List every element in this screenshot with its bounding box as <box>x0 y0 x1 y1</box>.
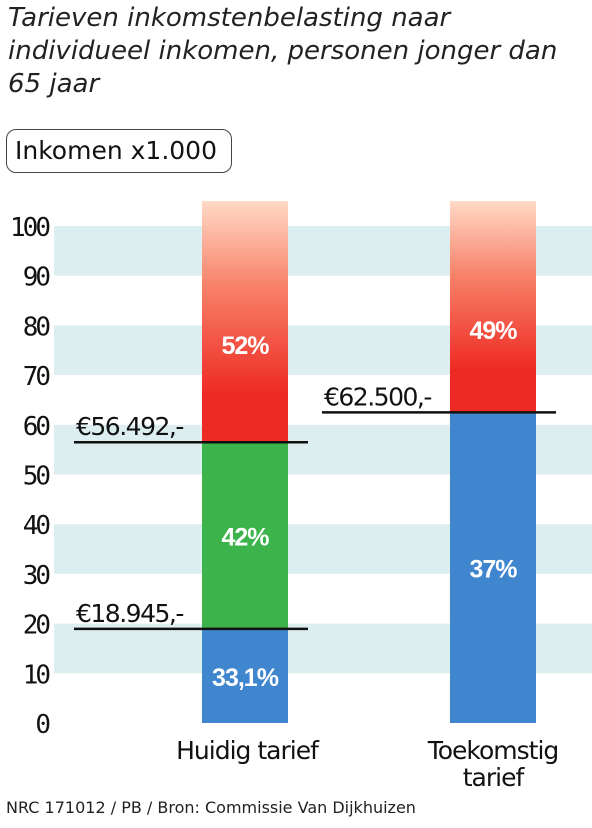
category-label: Toekomstig <box>427 736 559 765</box>
source-credit: NRC 171012 / PB / Bron: Commissie Van Di… <box>6 798 416 817</box>
y-tick-label: 90 <box>23 263 50 293</box>
y-tick-label: 30 <box>23 561 50 591</box>
rate-label: 49% <box>469 317 517 345</box>
rate-label: 33,1% <box>212 664 279 692</box>
y-tick-label: 80 <box>23 312 50 342</box>
y-tick-label: 100 <box>10 213 49 243</box>
y-tick-label: 0 <box>35 710 49 740</box>
y-tick-label: 70 <box>23 362 50 392</box>
threshold-label: €62.500,- <box>324 382 431 411</box>
rate-label: 37% <box>469 556 517 584</box>
threshold-label: €56.492,- <box>76 412 183 441</box>
bar-segment <box>450 412 536 723</box>
bar-segment <box>450 201 536 413</box>
bar-segment <box>202 628 288 723</box>
y-tick-label: 20 <box>23 611 50 641</box>
chart-title: Tarieven inkomstenbelasting naar individ… <box>8 3 558 99</box>
bar-segment <box>202 201 288 443</box>
bars: 33,1% 42% 52% 37% 49% <box>202 201 536 723</box>
y-tick-label: 60 <box>23 412 50 442</box>
threshold-lines: €18.945,- €56.492,- €62.500,- <box>74 382 556 631</box>
y-axis-unit-label: Inkomen x1.000 <box>6 129 232 173</box>
y-tick-label: 50 <box>23 462 50 492</box>
y-axis-ticks: 0 10 20 30 40 50 60 70 80 90 100 <box>10 213 52 740</box>
threshold-label: €18.945,- <box>76 599 183 628</box>
category-label: tarief <box>463 763 526 792</box>
y-tick-label: 10 <box>23 660 50 690</box>
rate-label: 42% <box>221 524 269 552</box>
category-label: Huidig tarief <box>176 736 320 765</box>
y-tick-label: 40 <box>23 511 50 541</box>
bar-segment <box>202 442 288 629</box>
rate-label: 52% <box>221 332 269 360</box>
